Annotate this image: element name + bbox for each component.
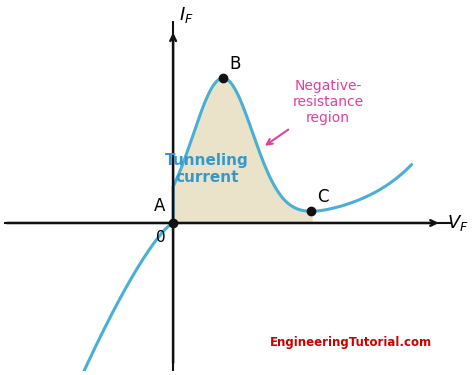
Text: Negative-
resistance
region: Negative- resistance region (267, 79, 364, 144)
Text: $V_F$: $V_F$ (447, 213, 469, 233)
Text: 0: 0 (155, 230, 165, 245)
Polygon shape (173, 78, 312, 223)
Text: Tunneling
current: Tunneling current (165, 153, 249, 185)
Text: EngineeringTutorial.com: EngineeringTutorial.com (269, 336, 431, 349)
Text: C: C (317, 188, 328, 206)
Text: A: A (154, 196, 165, 214)
Text: $I_F$: $I_F$ (179, 5, 194, 25)
Text: B: B (229, 55, 241, 73)
